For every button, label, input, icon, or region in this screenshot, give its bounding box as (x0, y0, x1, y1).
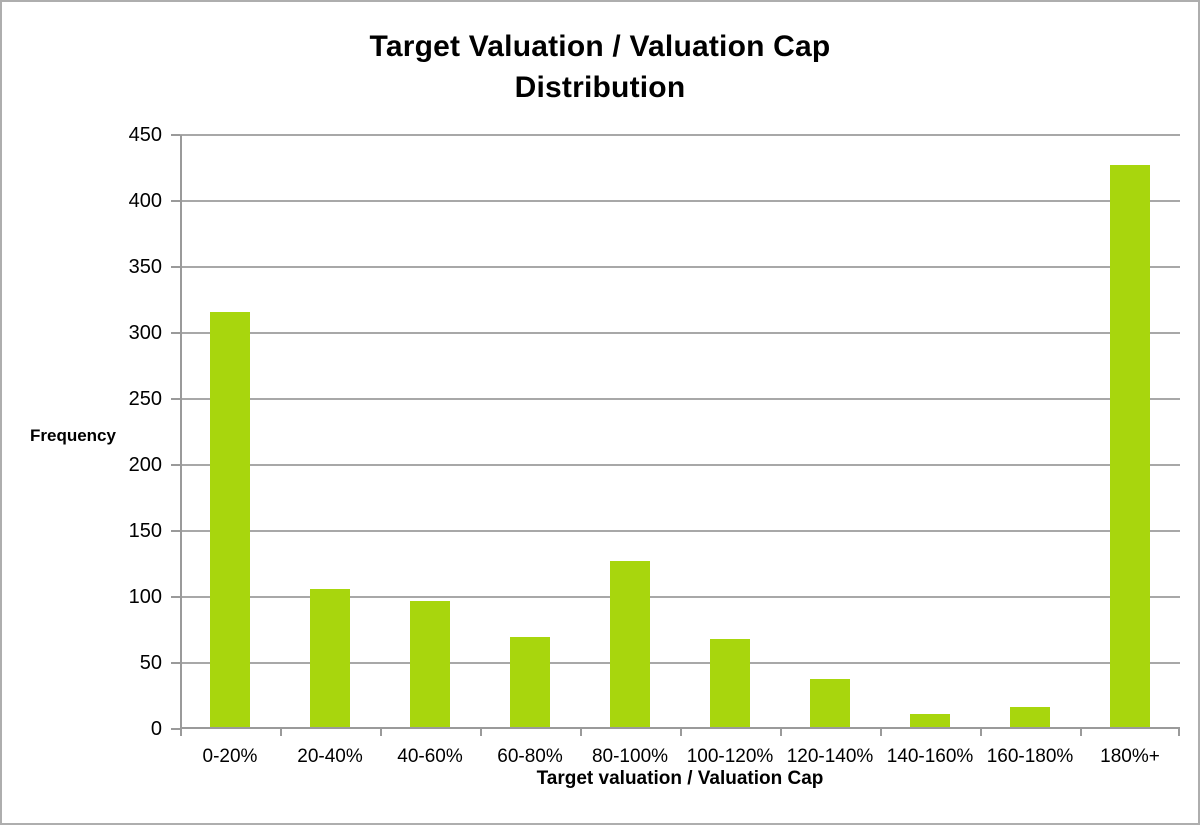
y-tick-mark (171, 398, 180, 400)
x-category-label: 160-180% (986, 746, 1074, 767)
y-tick-label: 450 (128, 124, 162, 146)
x-tick-mark (1178, 729, 1180, 736)
y-axis-line (180, 135, 182, 729)
bar (310, 589, 350, 729)
y-tick-mark (171, 200, 180, 202)
y-tick-label: 100 (128, 586, 162, 608)
x-category-label: 0-20% (202, 746, 258, 767)
x-category-label: 120-140% (786, 746, 874, 767)
y-tick-mark (171, 464, 180, 466)
y-tick-label: 350 (128, 256, 162, 278)
gridline (180, 464, 1180, 466)
gridline (180, 200, 1180, 202)
y-tick-mark (171, 662, 180, 664)
gridline (180, 596, 1180, 598)
x-axis-title: Target valuation / Valuation Cap (536, 768, 824, 789)
x-category-label: 60-80% (497, 746, 563, 767)
bar (710, 639, 750, 729)
y-tick-label: 250 (128, 388, 162, 410)
gridline (180, 332, 1180, 334)
x-tick-mark (180, 729, 182, 736)
y-tick-mark (171, 596, 180, 598)
y-tick-label: 0 (150, 718, 162, 740)
x-tick-mark (680, 729, 682, 736)
bar (610, 561, 650, 729)
plot-area: 0 50 100 150 200 250 300 350 400 450 0-20% 20-40% 40… (129, 124, 1180, 767)
gridline (180, 134, 1180, 136)
x-category-label: 80-100% (591, 746, 669, 767)
bar (810, 678, 850, 729)
x-tick-mark (980, 729, 982, 736)
x-tick-mark (380, 729, 382, 736)
gridline (180, 266, 1180, 268)
x-tick-mark (1080, 729, 1082, 736)
y-axis-title: Frequency (30, 426, 116, 445)
bar (410, 600, 450, 729)
bar (510, 636, 550, 729)
gridline (180, 662, 1180, 664)
x-category-label: 20-40% (297, 746, 363, 767)
gridline (180, 398, 1180, 400)
y-tick-mark (171, 332, 180, 334)
x-tick-mark (480, 729, 482, 736)
chart-title: Target Valuation / Valuation Cap Distrib… (2, 26, 1198, 108)
y-tick-label: 400 (128, 190, 162, 212)
x-category-label: 180%+ (1100, 746, 1160, 767)
y-tick-label: 150 (128, 520, 162, 542)
x-axis-line (180, 727, 1180, 729)
x-tick-mark (880, 729, 882, 736)
x-category-label: 40-60% (397, 746, 463, 767)
y-tick-mark (171, 134, 180, 136)
x-tick-mark (280, 729, 282, 736)
x-tick-mark (580, 729, 582, 736)
x-tick-mark (780, 729, 782, 736)
y-tick-mark (171, 728, 180, 730)
bar (1110, 165, 1150, 729)
y-tick-label: 300 (128, 322, 162, 344)
gridline (180, 530, 1180, 532)
y-tick-mark (171, 266, 180, 268)
bar (210, 311, 250, 729)
chart-title-line-1: Target Valuation / Valuation Cap (369, 30, 831, 63)
x-category-label: 140-160% (886, 746, 974, 767)
chart-title-line-2: Distribution (514, 71, 686, 104)
y-tick-label: 50 (139, 652, 162, 674)
bar (910, 714, 950, 729)
bar (1010, 706, 1050, 729)
y-tick-mark (171, 530, 180, 532)
y-tick-label: 200 (128, 454, 162, 476)
x-category-label: 100-120% (686, 746, 774, 767)
